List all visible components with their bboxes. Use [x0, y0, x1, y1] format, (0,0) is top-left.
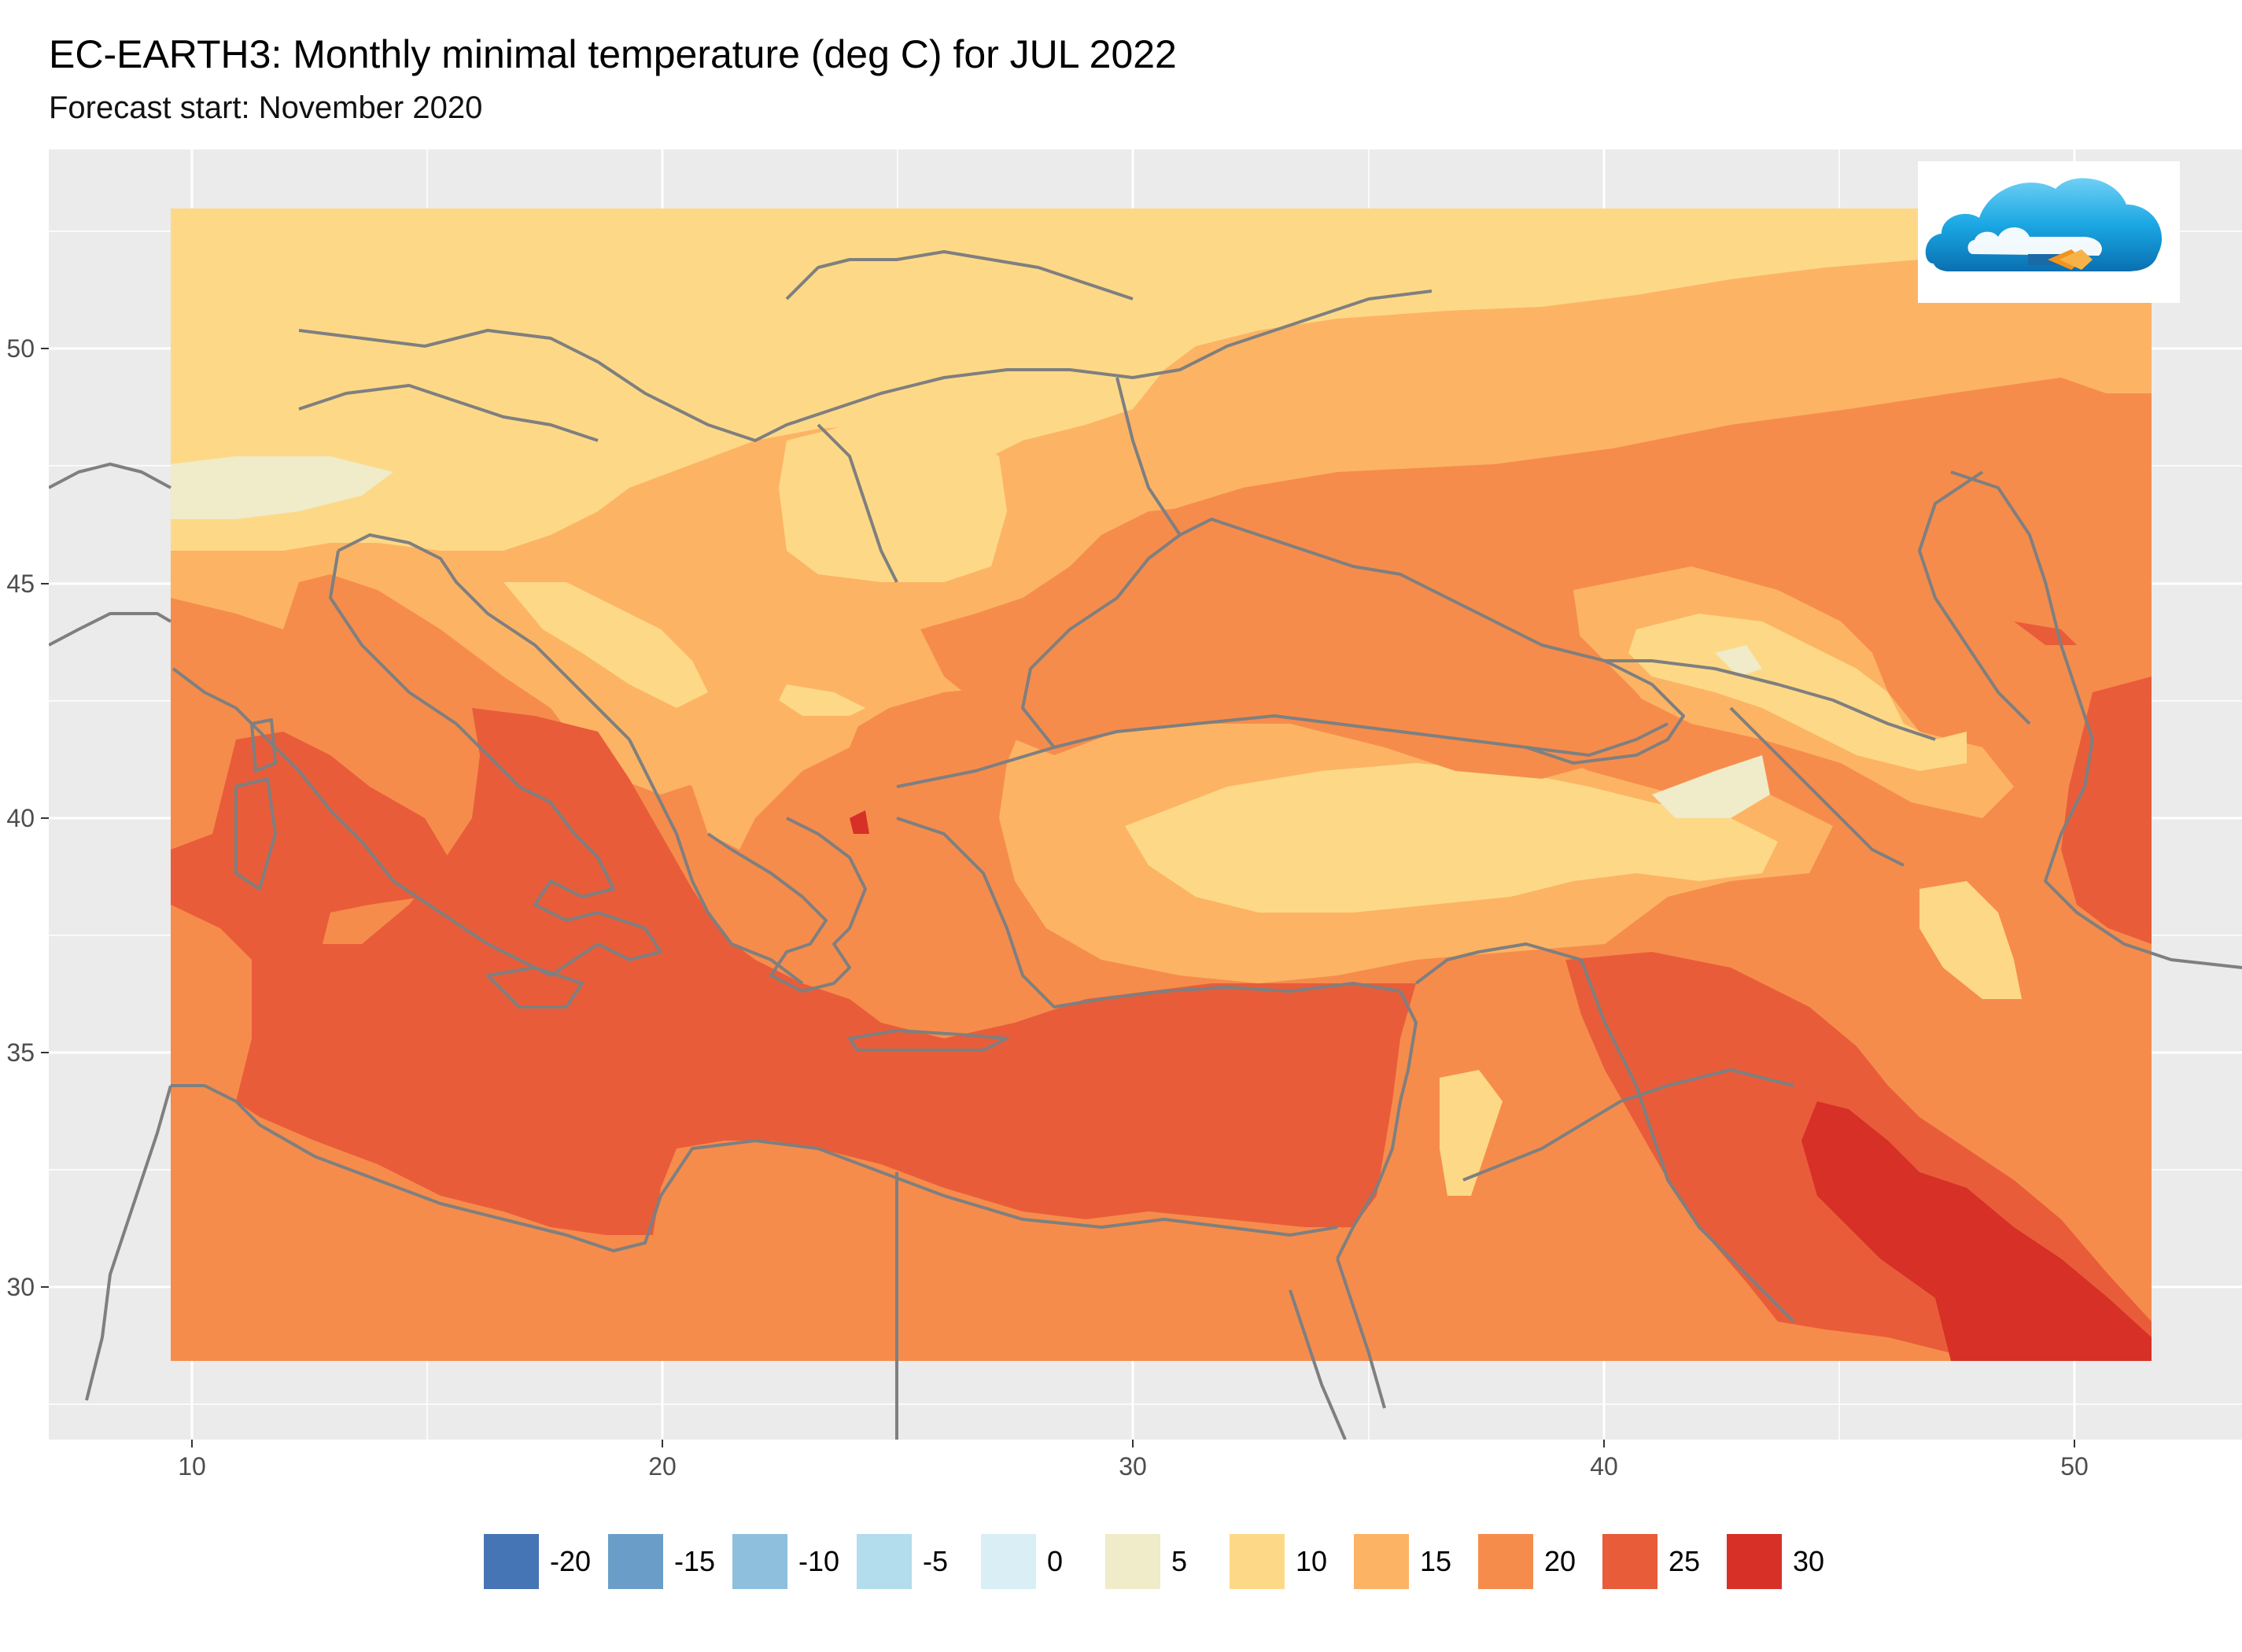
color-legend: -20 -15 -10 -5 0 5 10 15 20 25 30	[484, 1534, 1851, 1589]
legend-swatch	[981, 1534, 1036, 1589]
y-tick-45: 45	[6, 570, 35, 598]
zone-25-east	[2061, 677, 2152, 944]
zone-10-bulgaria	[779, 684, 865, 716]
y-tick-35: 35	[6, 1038, 35, 1067]
zone-30-spot	[850, 810, 869, 834]
temperature-fill	[171, 208, 2152, 1361]
zone-20-blacksea	[920, 503, 1668, 779]
x-tick-50: 50	[2060, 1452, 2089, 1481]
legend-label: 30	[1793, 1545, 1825, 1577]
cloud-logo-icon	[1925, 178, 2163, 271]
y-tick-40: 40	[6, 804, 35, 832]
legend-swatch	[1354, 1534, 1409, 1589]
legend-item: 5	[1105, 1534, 1230, 1589]
legend-item: 20	[1478, 1534, 1602, 1589]
legend-item: -20	[484, 1534, 608, 1589]
legend-label: 10	[1296, 1545, 1328, 1577]
zone-10-anatolia	[1125, 763, 1778, 913]
x-tick-40: 40	[1590, 1452, 1618, 1481]
legend-label: 20	[1544, 1545, 1576, 1577]
legend-label: -20	[550, 1545, 592, 1577]
zone-5-caucasus	[1715, 645, 1762, 677]
zone-10-iran	[1919, 881, 2022, 999]
legend-label: 5	[1171, 1545, 1188, 1577]
y-axis: 50 45 40 35 30	[6, 334, 49, 1301]
legend-item: 10	[1230, 1534, 1354, 1589]
y-tick-30: 30	[6, 1273, 35, 1301]
zone-30	[1801, 1101, 2152, 1361]
legend-swatch	[1602, 1534, 1658, 1589]
legend-label: -10	[798, 1545, 840, 1577]
legend-label: 0	[1047, 1545, 1064, 1577]
legend-swatch	[1727, 1534, 1782, 1589]
legend-item: 25	[1602, 1534, 1727, 1589]
zone-20-east	[1809, 393, 2152, 629]
legend-swatch	[857, 1534, 912, 1589]
legend-label: -15	[674, 1545, 716, 1577]
zone-25-med	[171, 708, 1416, 1235]
cloud-logo	[1918, 161, 2180, 303]
x-tick-20: 20	[648, 1452, 677, 1481]
zone-10	[171, 208, 2152, 551]
country-borders	[49, 250, 2242, 1440]
zone-10-serbia	[503, 582, 708, 708]
legend-label: 25	[1669, 1545, 1701, 1577]
zone-5-armenia	[1652, 755, 1770, 818]
legend-swatch	[1105, 1534, 1160, 1589]
legend-swatch	[732, 1534, 787, 1589]
zone-10-romania	[779, 425, 1007, 582]
legend-item: 0	[981, 1534, 1105, 1589]
legend-swatch	[484, 1534, 539, 1589]
zone-5-alps	[171, 456, 393, 519]
legend-item: 15	[1354, 1534, 1478, 1589]
x-tick-30: 30	[1119, 1452, 1147, 1481]
legend-label: -5	[923, 1545, 949, 1577]
page-title: EC-EARTH3: Monthly minimal temperature (…	[49, 32, 1177, 76]
legend-item: -5	[857, 1534, 981, 1589]
zone-10-caucasus	[1628, 614, 1967, 771]
legend-swatch	[1230, 1534, 1285, 1589]
x-tick-10: 10	[178, 1452, 206, 1481]
legend-item: -10	[732, 1534, 857, 1589]
y-tick-50: 50	[6, 334, 35, 363]
legend-item: -15	[608, 1534, 732, 1589]
x-axis: 10 20 30 40 50	[178, 1440, 2089, 1481]
legend-label: 15	[1420, 1545, 1452, 1577]
page-subtitle: Forecast start: November 2020	[49, 90, 483, 125]
zone-10-levant	[1440, 1070, 1503, 1196]
legend-swatch	[1478, 1534, 1533, 1589]
legend-item: 30	[1727, 1534, 1851, 1589]
legend-swatch	[608, 1534, 663, 1589]
